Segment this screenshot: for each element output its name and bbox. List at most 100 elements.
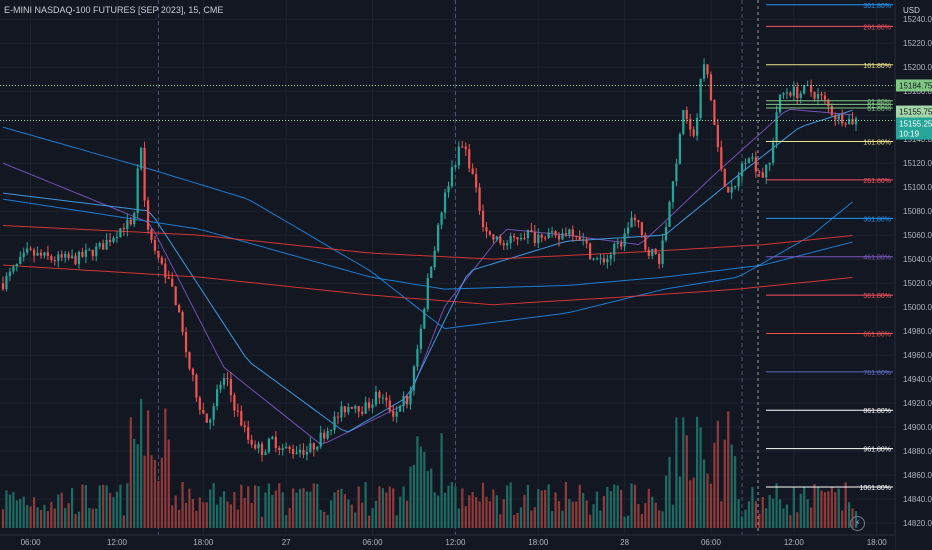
volume-bar [209, 489, 212, 528]
volume-bar [46, 511, 50, 528]
volume-bar [167, 439, 170, 528]
volume-bar [682, 417, 685, 528]
candle [841, 114, 844, 124]
volume-bar [212, 483, 215, 528]
candle [471, 168, 474, 175]
volume-bar [364, 482, 367, 528]
price-tick-label: 14860.00 [903, 471, 932, 480]
candle [26, 248, 29, 253]
candle [637, 220, 640, 223]
volume-bar [160, 457, 163, 528]
candle [36, 252, 39, 256]
volume-bar [654, 502, 657, 528]
volume-bar [637, 504, 640, 528]
lightning-icon[interactable]: ⚡ [850, 516, 865, 531]
candle [823, 95, 827, 100]
price-axis[interactable]: USD 14820.00 14840.00 14860.00 14880.00 14900… [894, 0, 932, 550]
volume-bar [81, 484, 84, 528]
moving-average-line [2, 109, 853, 433]
price-tick-label: 15060.00 [903, 231, 932, 240]
volume-bar [326, 514, 329, 528]
volume-bar [571, 501, 574, 528]
candle [737, 176, 740, 187]
volume-bar [716, 420, 719, 528]
volume-bar [319, 509, 322, 528]
volume-bar [233, 492, 236, 528]
candle [385, 397, 388, 401]
candle [222, 378, 226, 385]
candle [519, 237, 523, 240]
candle [595, 258, 599, 260]
time-tick-label: 12:00 [784, 538, 805, 547]
volume-bar [164, 408, 167, 528]
candle [243, 425, 246, 428]
volume-bar [215, 504, 219, 528]
volume-bar [343, 494, 347, 528]
volume-bar [844, 482, 847, 528]
volume-bar [5, 490, 8, 528]
fib-extension-levels: 361.80%261.80%161.80%61.80%61.80%61.80%1… [757, 0, 893, 535]
candle [1, 283, 5, 290]
candle [481, 210, 485, 228]
candle [747, 158, 751, 164]
candle [233, 395, 236, 411]
volume-bar [8, 494, 12, 528]
volume-bar [616, 485, 619, 528]
candle [782, 93, 785, 95]
candle [250, 439, 253, 445]
time-axis[interactable]: 06:00 12:00 18:00 27 06:00 12:00 18:00 28 06:00 1… [0, 534, 932, 550]
volume-bar [664, 475, 668, 528]
candle [547, 232, 550, 238]
volume-bar [412, 464, 416, 528]
candle [133, 213, 136, 225]
candle [153, 239, 157, 251]
volume-bar [530, 510, 533, 528]
volume-bar [129, 417, 132, 528]
volume-bar [250, 502, 253, 528]
volume-bar [523, 494, 526, 528]
volume-bar [671, 504, 675, 528]
fib-level-label: 261.80% [863, 24, 891, 31]
volume-bar [506, 485, 509, 528]
time-axis-bg [0, 535, 895, 550]
price-tick-label: 15040.00 [903, 255, 932, 264]
fib-level-label: 161.80% [863, 63, 891, 70]
volume-bar [730, 444, 733, 528]
volume-bar [823, 492, 827, 528]
volume-bar [105, 485, 108, 528]
candle [57, 254, 60, 262]
volume-bar [744, 509, 747, 528]
candle [851, 119, 854, 125]
volume-bar [468, 495, 471, 528]
candle [15, 263, 18, 267]
candle [433, 250, 436, 268]
candle [771, 142, 775, 163]
volume-bar [647, 488, 650, 528]
candle [499, 236, 502, 244]
candle [288, 446, 291, 450]
moving-average-line [2, 225, 853, 260]
fib-level-label: 861.80% [863, 408, 891, 415]
candle [834, 115, 837, 120]
volume-bar [323, 511, 326, 528]
fib-level-label: 161.80% [863, 140, 891, 147]
volume-bar [433, 492, 436, 528]
volume-bar [143, 455, 146, 528]
candle [226, 378, 229, 380]
volume-bar [430, 468, 433, 528]
candle [50, 256, 53, 261]
candle [730, 187, 733, 193]
candle [115, 236, 119, 238]
price-tick-label: 15180.00 [903, 87, 932, 96]
candle [171, 278, 174, 287]
volume-bar [102, 484, 105, 528]
candle [112, 237, 115, 243]
volume-bar [298, 488, 302, 528]
candle [333, 416, 336, 430]
volume-bar [426, 471, 429, 528]
candle [626, 227, 630, 234]
volume-bar [153, 459, 157, 528]
candle [295, 452, 298, 455]
price-tick-label: 14920.00 [903, 399, 932, 408]
